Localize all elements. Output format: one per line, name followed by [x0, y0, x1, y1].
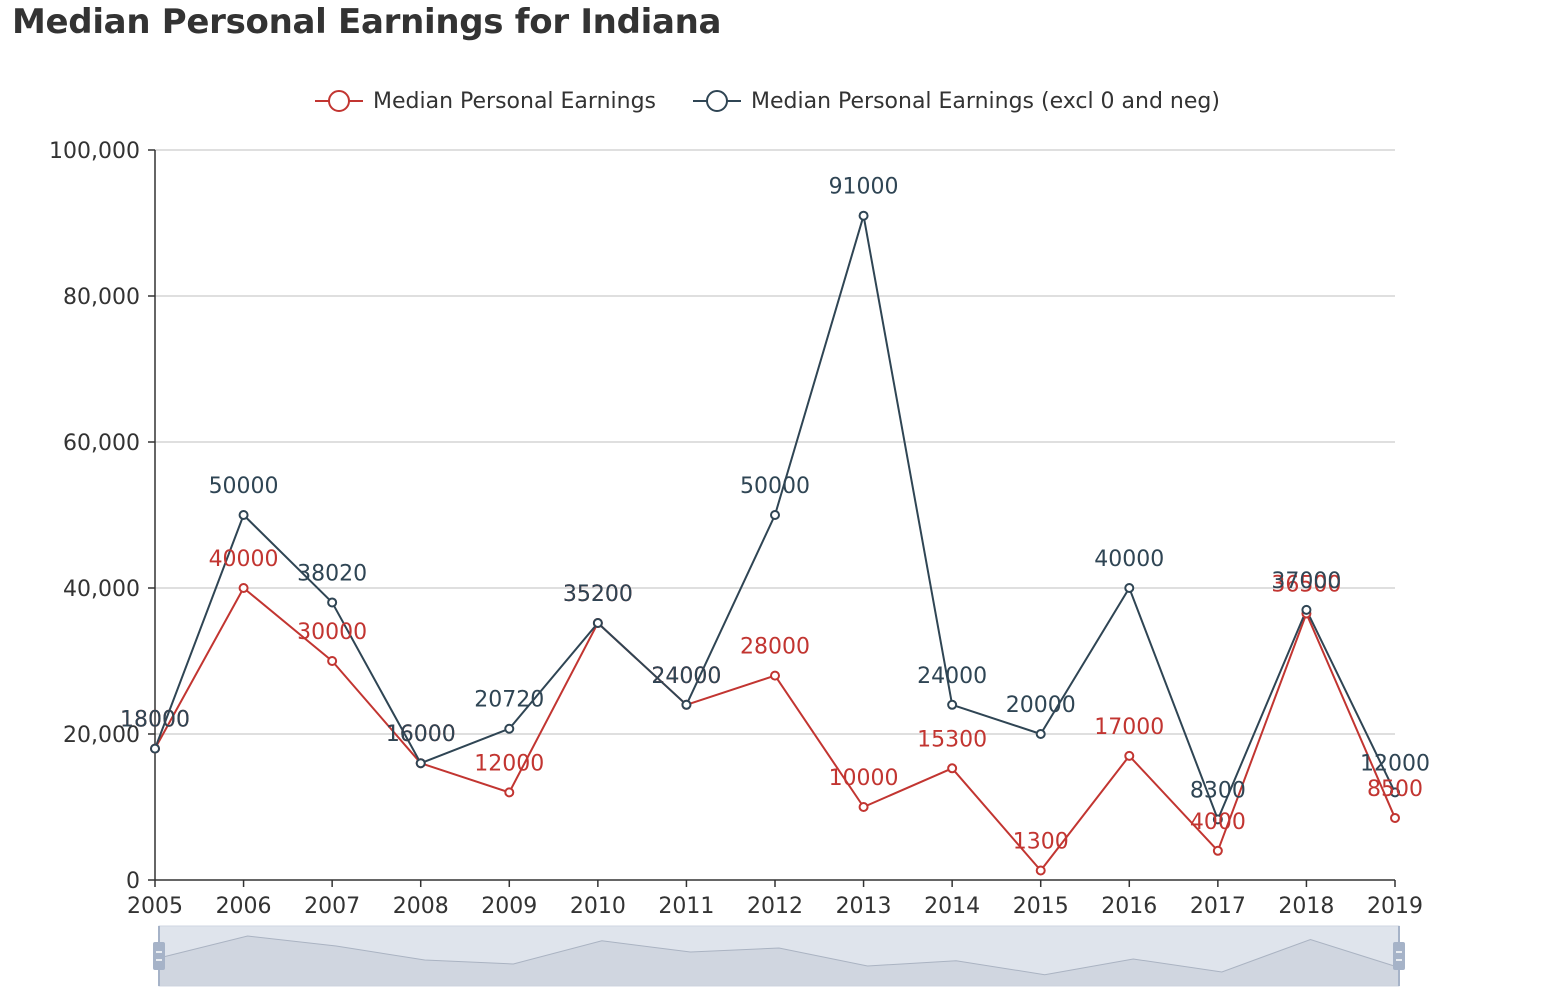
axes: 0 20,000 40,000 60,000 80,000 100,000 2005 2006…	[49, 139, 1423, 919]
x-tick-label: 2009	[481, 894, 537, 919]
data-label: 15300	[917, 727, 987, 752]
y-tick-label: 60,000	[63, 431, 140, 456]
data-point	[327, 656, 338, 666]
x-tick-label: 2007	[304, 894, 360, 919]
x-tick-label: 2006	[216, 894, 272, 919]
data-point	[1390, 812, 1400, 823]
zoom-handle-left[interactable]	[153, 926, 165, 986]
data-point	[415, 758, 426, 769]
data-label: 36500	[1271, 573, 1341, 598]
zoom-preview-area	[159, 936, 1399, 986]
handle-grip	[1393, 942, 1405, 970]
data-point	[238, 583, 249, 593]
data-label: 16000	[386, 722, 456, 747]
legend-circle-icon	[706, 90, 728, 112]
y-tick-label: 80,000	[63, 285, 140, 310]
x-tick-label: 2016	[1101, 894, 1157, 919]
data-point	[858, 210, 869, 221]
data-point	[1212, 845, 1223, 856]
x-tick-label: 2014	[924, 894, 980, 919]
data-label: 1300	[1013, 830, 1069, 855]
data-label: 30000	[297, 620, 367, 645]
series-lines	[150, 210, 1400, 876]
y-tick-label: 100,000	[49, 139, 140, 164]
chart-title: Median Personal Earnings for Indiana	[12, 2, 722, 42]
data-point	[504, 787, 515, 798]
data-point	[150, 743, 160, 754]
data-point	[681, 699, 692, 710]
data-label: 40000	[209, 547, 279, 572]
data-label: 18000	[120, 708, 190, 733]
legend-item[interactable]: Median Personal Earnings (excl 0 and neg…	[693, 89, 1220, 114]
x-tick-label: 2008	[393, 894, 449, 919]
x-tick-label: 2013	[836, 894, 892, 919]
legend[interactable]: Median Personal Earnings Median Personal …	[315, 89, 1220, 114]
data-label: 50000	[740, 474, 810, 499]
data-label: 20000	[1006, 693, 1076, 718]
data-point	[327, 597, 338, 608]
x-tick-label: 2010	[570, 894, 626, 919]
data-label: 35200	[563, 582, 633, 607]
handle-grip	[153, 942, 165, 970]
y-tick-label: 40,000	[63, 577, 140, 602]
data-point	[238, 510, 249, 520]
data-label: 8500	[1367, 777, 1423, 802]
data-label: 24000	[651, 664, 721, 689]
x-tick-label: 2005	[127, 894, 183, 919]
data-label: 24000	[651, 664, 721, 689]
data-label: 12000	[1360, 751, 1430, 776]
data-label: 40000	[1094, 547, 1164, 572]
data-point	[858, 802, 869, 812]
data-label: 12000	[474, 751, 544, 776]
x-tick-label: 2012	[747, 894, 803, 919]
zoom-preview-line	[158, 935, 1400, 976]
data-label: 38020	[297, 561, 367, 586]
grid-lines	[155, 149, 1395, 735]
data-point	[770, 670, 780, 681]
data-point	[770, 510, 780, 520]
data-label: 16000	[386, 722, 456, 747]
data-point	[1390, 787, 1400, 798]
data-zoom-slider[interactable]	[153, 925, 1405, 987]
data-point	[947, 763, 958, 774]
x-tick-label: 2015	[1013, 894, 1069, 919]
data-point	[1035, 729, 1046, 739]
legend-label: Median Personal Earnings (excl 0 and neg…	[751, 89, 1220, 114]
data-point	[504, 723, 515, 734]
data-point	[1035, 865, 1046, 876]
data-point	[947, 699, 958, 710]
data-label: 20720	[474, 688, 544, 713]
x-tick-label: 2019	[1367, 894, 1423, 919]
data-label: 91000	[829, 175, 899, 200]
data-label: 8300	[1190, 778, 1246, 803]
x-tick-label: 2018	[1278, 894, 1334, 919]
legend-label: Median Personal Earnings	[373, 89, 656, 114]
legend-circle-icon	[328, 90, 350, 112]
y-tick-label: 0	[126, 869, 140, 894]
data-point	[592, 618, 603, 629]
legend-item[interactable]: Median Personal Earnings	[315, 89, 656, 114]
data-point	[1124, 750, 1135, 761]
y-tick-label: 20,000	[63, 723, 140, 748]
data-label: 10000	[829, 766, 899, 791]
data-label: 28000	[740, 635, 810, 660]
data-point	[1301, 604, 1312, 615]
data-point	[1212, 814, 1223, 825]
data-label: 4000	[1190, 810, 1246, 835]
data-label: 24000	[917, 664, 987, 689]
data-label: 37000	[1271, 569, 1341, 594]
x-tick-label: 2011	[658, 894, 714, 919]
data-labels: 18000 40000 30000 16000 12000 35200 24000 28000…	[120, 175, 1430, 855]
data-label: 18000	[120, 708, 190, 733]
zoom-handle-right[interactable]	[1393, 926, 1405, 986]
data-point	[1124, 583, 1135, 593]
x-tick-label: 2017	[1190, 894, 1246, 919]
data-label: 17000	[1094, 715, 1164, 740]
data-label: 50000	[209, 474, 279, 499]
data-label: 35200	[563, 582, 633, 607]
